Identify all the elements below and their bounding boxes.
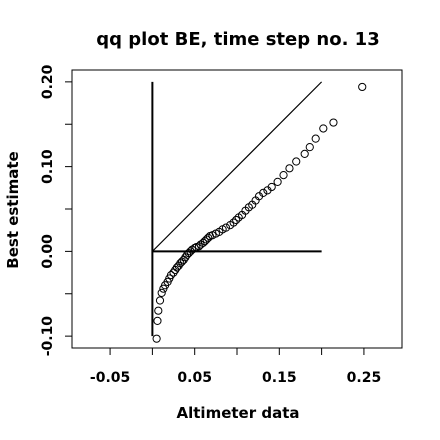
data-point xyxy=(305,143,314,152)
data-point xyxy=(229,218,238,227)
data-point xyxy=(204,233,213,242)
data-point xyxy=(273,177,282,186)
y-axis: -0.10 0.00 0.10 0.20 xyxy=(40,64,72,356)
data-point xyxy=(259,188,268,197)
data-point xyxy=(188,245,197,254)
x-axis-title: Altimeter data xyxy=(177,404,300,422)
data-point xyxy=(232,215,241,225)
data-point xyxy=(155,296,165,305)
data-point xyxy=(157,288,166,298)
data-point xyxy=(152,334,161,343)
chart-title: qq plot BE, time step no. 13 xyxy=(96,29,379,50)
reference-line xyxy=(151,81,323,252)
x-tick-label: 0.25 xyxy=(347,370,382,386)
data-point xyxy=(292,157,301,166)
data-point xyxy=(153,316,162,325)
y-tick-label: 0.20 xyxy=(40,64,56,99)
data-point xyxy=(311,134,320,143)
y-tick-label: -0.10 xyxy=(40,316,56,357)
y-axis-title: Best estimate xyxy=(4,151,22,268)
reference-lines xyxy=(151,81,323,337)
data-point xyxy=(221,223,231,232)
data-points xyxy=(152,82,367,343)
data-point xyxy=(329,118,338,127)
data-point xyxy=(154,306,163,315)
data-point xyxy=(358,82,367,92)
y-tick-label: 0.00 xyxy=(40,234,56,269)
data-point xyxy=(190,243,199,253)
y-tick-label: 0.10 xyxy=(40,149,56,184)
data-point xyxy=(319,124,328,133)
data-point xyxy=(300,149,309,159)
x-axis: -0.05 0.05 0.15 0.25 xyxy=(90,348,381,386)
data-point xyxy=(267,182,276,192)
data-point xyxy=(279,170,288,180)
data-point xyxy=(166,271,176,280)
data-point xyxy=(285,164,294,173)
x-tick-label: -0.05 xyxy=(90,370,130,386)
x-tick-label: 0.05 xyxy=(177,370,212,386)
x-tick-label: 0.15 xyxy=(262,370,297,386)
